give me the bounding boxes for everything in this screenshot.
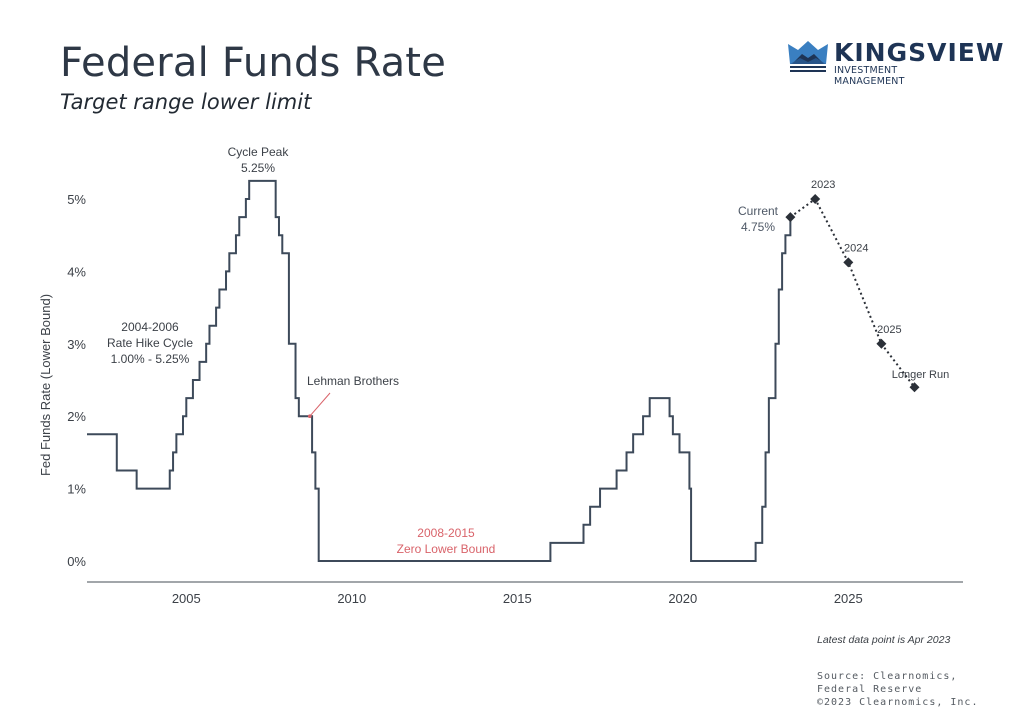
logo-tagline: INVESTMENT MANAGEMENT: [834, 65, 905, 87]
annotation-text: Rate Hike Cycle: [107, 336, 193, 350]
y-tick-label: 5%: [67, 192, 86, 207]
projection-diamond-marker: [785, 212, 796, 223]
annotation-text: 5.25%: [241, 161, 275, 175]
source-line: Federal Reserve: [817, 684, 923, 695]
projection-diamond-marker: [909, 382, 920, 393]
source-line: ©2023 Clearnomics, Inc.: [817, 697, 979, 708]
x-axis: 2005 2010 2015 2020 2025: [87, 581, 963, 606]
logo-wordmark: KINGSVIEW: [834, 38, 1005, 67]
crown-icon: [788, 41, 828, 72]
projection-diamond-marker: [810, 194, 821, 204]
latest-data-note: Latest data point is Apr 2023: [817, 634, 951, 646]
projection-label: Longer Run: [892, 369, 950, 381]
annotation-text: Lehman Brothers: [307, 374, 399, 388]
y-tick-label: 2%: [67, 409, 86, 424]
y-tick-label: 3%: [67, 337, 86, 352]
projection-label: 2024: [844, 242, 868, 254]
x-tick-label: 2015: [503, 591, 532, 606]
annotation-text: Cycle Peak: [228, 145, 290, 159]
source-line: Source: Clearnomics,: [817, 671, 958, 682]
y-axis-label: Fed Funds Rate (Lower Bound): [38, 294, 53, 476]
annotation-text: 2004-2006: [121, 320, 179, 334]
y-tick-label: 1%: [67, 482, 86, 497]
page-title: Federal Funds Rate: [60, 40, 447, 86]
y-tick-label: 4%: [67, 264, 86, 279]
source-text: Source: Clearnomics, Federal Reserve ©20…: [817, 670, 978, 709]
annotation-text: 4.75%: [741, 220, 775, 234]
projection-label: 2023: [811, 179, 835, 191]
annotation-text: 2008-2015: [417, 526, 475, 540]
x-tick-label: 2020: [668, 591, 697, 606]
annotation-text: Current: [738, 204, 779, 218]
kingsview-logo: KINGSVIEW INVESTMENT MANAGEMENT: [786, 38, 1003, 87]
page-subtitle: Target range lower limit: [60, 90, 312, 114]
x-tick-label: 2025: [834, 591, 863, 606]
y-axis: 0% 1% 2% 3% 4% 5%: [67, 192, 86, 569]
projection-dotted-line: [789, 197, 916, 388]
projection-diamond-marker: [843, 257, 854, 268]
projection-label: 2025: [877, 324, 901, 336]
x-tick-label: 2010: [337, 591, 366, 606]
annotation-text: Zero Lower Bound: [397, 542, 496, 556]
series-layer: 2023 2024 2025 Longer Run: [87, 179, 950, 562]
lehman-pointer-dot: [307, 414, 312, 419]
x-tick-label: 2005: [172, 591, 201, 606]
lehman-pointer-line: [309, 392, 331, 417]
fed-funds-step-line: [87, 179, 793, 562]
y-tick-label: 0%: [67, 554, 86, 569]
annotation-text: 1.00% - 5.25%: [111, 352, 190, 366]
annotations-layer: Cycle Peak 5.25% 2004-2006 Rate Hike Cycle 1…: [107, 145, 779, 556]
projection-diamond-marker: [876, 338, 887, 349]
